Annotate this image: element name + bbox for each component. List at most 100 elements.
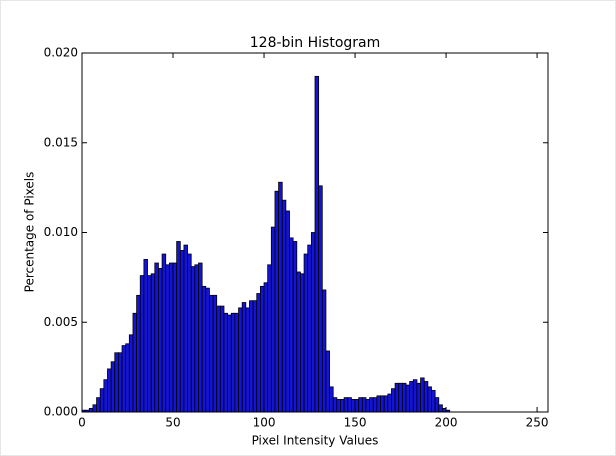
bar [314, 75, 320, 413]
chart-title: 128-bin Histogram [250, 35, 381, 51]
bar [136, 294, 141, 413]
bar [99, 388, 105, 413]
bar [281, 199, 287, 413]
bar [234, 312, 239, 413]
bar [249, 300, 254, 413]
bar [150, 273, 156, 413]
bar [187, 253, 192, 413]
bar [300, 273, 305, 413]
x-tick-label: 0 [78, 416, 86, 430]
bar [358, 397, 363, 413]
bar [321, 289, 327, 413]
bar [274, 190, 279, 413]
x-axis-label: Pixel Intensity Values [252, 434, 379, 448]
bar [92, 404, 97, 413]
bar [296, 271, 301, 413]
bar [88, 408, 94, 413]
bar [118, 352, 123, 413]
bar [147, 275, 152, 413]
bar [241, 302, 247, 413]
bar [158, 267, 163, 413]
bar [398, 382, 403, 413]
bar [278, 181, 283, 413]
bar [442, 408, 447, 413]
bar [270, 226, 276, 413]
bar [376, 395, 381, 413]
bar [161, 253, 167, 413]
bar [176, 241, 181, 413]
bar [365, 399, 371, 413]
bar [347, 397, 352, 413]
bar [394, 382, 400, 413]
bar [267, 264, 272, 413]
bar [212, 294, 218, 413]
bar [245, 307, 250, 413]
bar [351, 399, 356, 413]
bar [216, 305, 221, 413]
bar [423, 381, 429, 413]
bar [336, 399, 341, 413]
bar [132, 312, 138, 413]
bar [307, 244, 312, 413]
bar [107, 368, 112, 413]
bar [190, 266, 196, 413]
bar [401, 382, 407, 413]
bar [387, 393, 392, 413]
bar [391, 388, 396, 413]
bar [194, 264, 199, 413]
bar [289, 237, 294, 413]
bar [285, 210, 290, 413]
bar [168, 262, 174, 413]
y-axis-label: Percentage of Pixels [23, 172, 37, 293]
bar [139, 275, 145, 413]
bar [383, 395, 389, 413]
x-tick-label: 250 [526, 416, 549, 430]
bar [230, 312, 236, 413]
bar [416, 382, 421, 413]
bar [227, 314, 232, 413]
bar [303, 253, 309, 413]
bar [96, 397, 101, 413]
bar [238, 307, 243, 413]
bar [128, 334, 134, 413]
bar [380, 395, 385, 413]
y-tick-label: 0.010 [44, 225, 78, 239]
x-tick-label: 200 [435, 416, 458, 430]
bar [332, 397, 338, 413]
bar [434, 397, 440, 413]
bar [110, 361, 116, 413]
bar [369, 397, 374, 413]
bar [256, 293, 261, 413]
y-tick-label: 0.015 [44, 135, 78, 149]
bar [427, 386, 432, 413]
bar [343, 397, 349, 413]
bar [183, 244, 188, 413]
x-tick-label: 100 [253, 416, 276, 430]
bar [223, 312, 229, 413]
x-tick-label: 50 [165, 416, 180, 430]
bar [318, 185, 323, 413]
bar [219, 305, 225, 413]
bar [143, 259, 148, 413]
bar [172, 262, 178, 413]
bar [201, 285, 207, 413]
bar [103, 379, 108, 413]
bar [409, 381, 414, 413]
bar [431, 390, 436, 413]
bar [340, 399, 345, 413]
bar [121, 345, 127, 413]
bar [263, 282, 269, 413]
bar [310, 232, 316, 413]
bar [412, 379, 418, 413]
y-tick-label: 0.005 [44, 315, 78, 329]
bar [292, 241, 298, 413]
bar [114, 352, 119, 413]
bar [125, 343, 130, 413]
bar [154, 262, 159, 413]
bar [354, 399, 360, 413]
bar [259, 285, 265, 413]
bar [209, 294, 214, 413]
bar [372, 397, 378, 413]
